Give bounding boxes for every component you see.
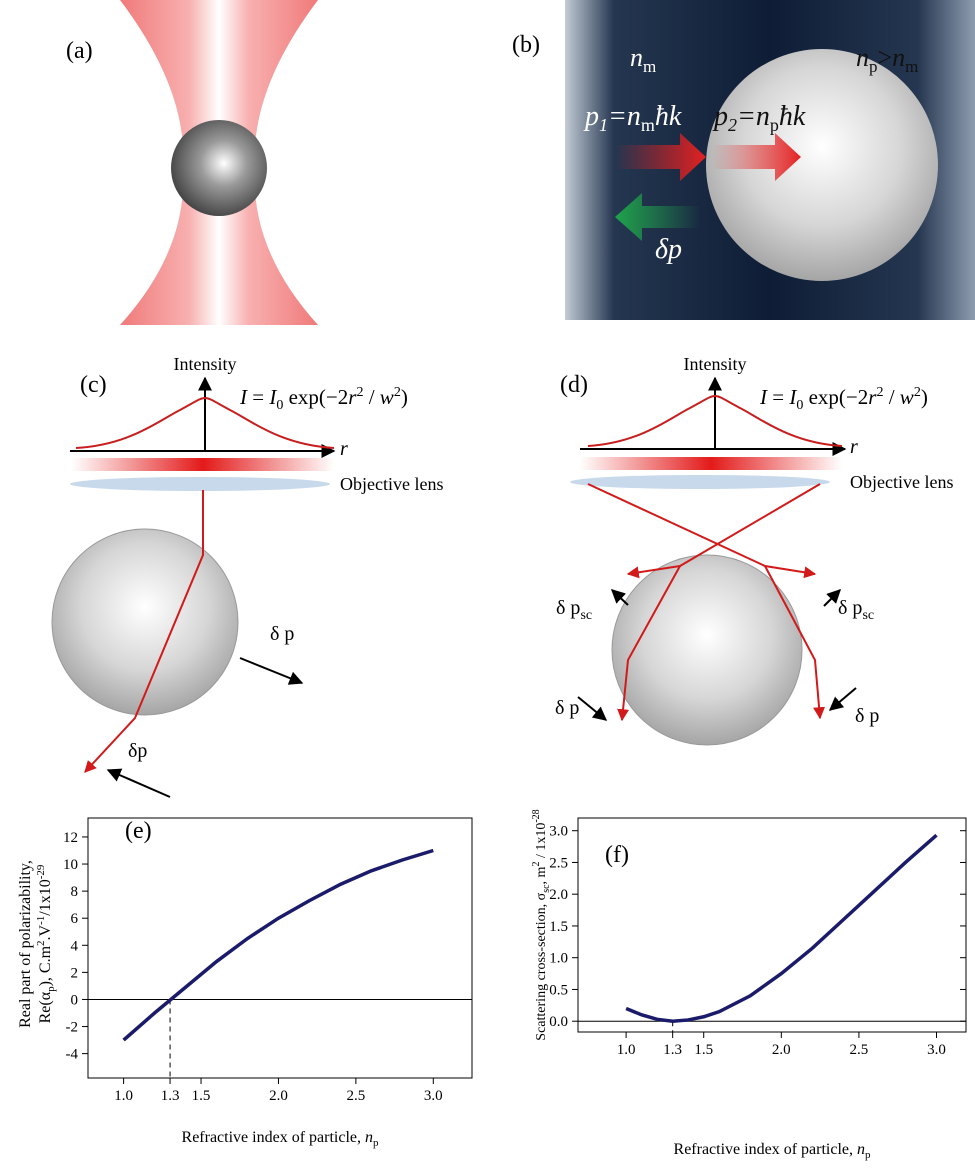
formula: I = I0 exp(−2r2 / w2) (759, 385, 928, 413)
y-tick-label: 8 (71, 884, 79, 900)
particle (171, 120, 267, 216)
momentum-1: p1=nmħk (583, 101, 682, 135)
y-tick-label: 1.5 (549, 919, 568, 935)
panel-label: (d) (560, 372, 588, 398)
beam-profile (72, 458, 334, 471)
objective-lens (70, 477, 330, 491)
panel-a: (a) (66, 0, 318, 325)
x-axis-title: Refractive index of particle, np (674, 1141, 871, 1161)
momentum-2: p2=npħk (712, 101, 806, 135)
y-tick-label: -4 (66, 1047, 79, 1063)
force-arrow (830, 688, 856, 710)
scatter-right-label: δ psc (838, 597, 874, 623)
x-tick-label: 2.0 (772, 1042, 791, 1058)
x-tick-label: 1.0 (114, 1088, 133, 1104)
force-arrow (612, 590, 628, 605)
y-tick-label: 1.0 (549, 951, 568, 967)
x-tick-label: 1.5 (694, 1042, 713, 1058)
x-tick-label: 3.0 (927, 1042, 946, 1058)
formula: I = I0 exp(−2r2 / w2) (239, 385, 408, 413)
force-arrow (240, 658, 302, 683)
panel-c: (c) Intensity r I = I0 exp(−2r2 / w2) Ob… (52, 354, 443, 797)
y-tick-label: 4 (71, 938, 79, 954)
particle (52, 529, 238, 715)
x-tick-label: 2.5 (346, 1088, 365, 1104)
y-tick-label: 2 (71, 965, 79, 981)
y-tick-label: 12 (63, 830, 78, 846)
panel-label: (a) (66, 38, 93, 64)
y-tick-label: 0.5 (549, 982, 568, 998)
x-tick-label: 1.5 (192, 1088, 211, 1104)
force-beam-label: δp (128, 740, 147, 762)
x-axis-title: Refractive index of particle, np (182, 1129, 379, 1149)
x-tick-label: 2.0 (269, 1088, 288, 1104)
scatter-left-label: δ psc (556, 597, 592, 623)
y-tick-label: -2 (66, 1020, 79, 1036)
plot-frame (578, 818, 966, 1032)
y-tick-label: 3.0 (549, 824, 568, 840)
r-label: r (850, 436, 858, 458)
y-tick-label: 0 (71, 992, 79, 1008)
x-tick-label: 1.3 (663, 1042, 682, 1058)
panel-d: (d) Intensity r I = I0 exp(−2r2 / w2) Ob… (555, 354, 953, 745)
y-tick-label: 2.0 (549, 887, 568, 903)
gradient-right-label: δ p (855, 705, 879, 727)
y-axis-title: Re(αp), C.m2.V-1/1x10-29 (35, 864, 57, 1023)
lens-label: Objective lens (850, 472, 953, 492)
lens-label: Objective lens (340, 474, 443, 494)
force-arrow (578, 697, 606, 720)
force-arrow (108, 770, 170, 797)
x-tick-label: 2.5 (850, 1042, 869, 1058)
recoil-label: δp (655, 234, 682, 265)
figure: (a) (b) nm np>nm p1=nmħk p2=npħk δp (c) … (0, 0, 975, 1169)
panel-label: (c) (80, 372, 107, 398)
panel-label: (b) (512, 32, 540, 58)
panel-b: (b) nm np>nm p1=nmħk p2=npħk δp (512, 0, 975, 320)
data-line (626, 835, 936, 1021)
y-tick-label: 6 (71, 911, 79, 927)
axis-label: Intensity (684, 354, 747, 374)
panel-label: (e) (125, 818, 152, 844)
axis-label: Intensity (174, 354, 237, 374)
x-tick-label: 1.3 (161, 1088, 180, 1104)
y-tick-label: 2.5 (549, 855, 568, 871)
r-label: r (340, 438, 348, 460)
y-tick-label: 10 (63, 857, 78, 873)
y-tick-label: 0.0 (549, 1014, 568, 1030)
x-tick-label: 1.0 (617, 1042, 636, 1058)
x-tick-label: 3.0 (424, 1088, 443, 1104)
y-axis-title: Real part of polarizability, (17, 860, 34, 1028)
force-particle-label: δ p (270, 623, 294, 645)
objective-lens (570, 475, 830, 489)
gradient-left-label: δ p (555, 697, 579, 719)
panel-label: (f) (605, 842, 629, 868)
beam-profile (580, 457, 842, 470)
